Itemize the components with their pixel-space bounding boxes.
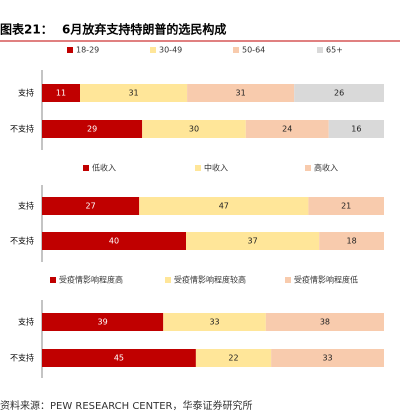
bar-segment	[186, 232, 320, 250]
category-label: 支持	[18, 201, 34, 211]
data-label: 33	[322, 354, 332, 363]
data-label: 29	[87, 125, 97, 134]
legend-label: 高收入	[314, 163, 338, 173]
legend-swatch	[305, 165, 311, 171]
bar-segment	[42, 313, 164, 331]
bar-segment	[328, 120, 384, 138]
data-label: 37	[248, 237, 258, 246]
bar-segment	[245, 120, 329, 138]
legend-swatch	[165, 277, 171, 283]
bar-segment	[80, 84, 188, 102]
category-label: 支持	[18, 88, 34, 98]
source: 资料来源：PEW RESEARCH CENTER，华泰证券研究所	[0, 399, 252, 412]
bar-segment	[319, 232, 384, 250]
legend-swatch	[317, 47, 323, 53]
bar-segment	[42, 197, 140, 215]
data-label: 47	[219, 202, 229, 211]
legend-label: 低收入	[92, 163, 116, 173]
bar-segment	[163, 313, 266, 331]
bar-segment	[265, 313, 384, 331]
data-label: 27	[86, 202, 96, 211]
data-label: 40	[109, 237, 119, 246]
legend-swatch	[285, 277, 291, 283]
data-label: 22	[228, 354, 238, 363]
data-label: 31	[236, 89, 246, 98]
legend-swatch	[233, 47, 239, 53]
data-label: 18	[347, 237, 357, 246]
data-label: 38	[320, 318, 330, 327]
bar-segment	[42, 349, 196, 367]
legend-swatch	[50, 277, 56, 283]
legend-swatch	[195, 165, 201, 171]
legend-label: 65+	[326, 46, 343, 55]
data-label: 39	[98, 318, 108, 327]
legend-label: 中收入	[204, 163, 228, 173]
data-label: 33	[209, 318, 219, 327]
data-label: 24	[282, 125, 292, 134]
bar-segment	[142, 120, 246, 138]
data-label: 45	[114, 354, 124, 363]
data-label: 16	[351, 125, 361, 134]
legend-swatch	[150, 47, 156, 53]
bar-segment	[294, 84, 384, 102]
bar-segment	[42, 120, 143, 138]
legend-swatch	[83, 165, 89, 171]
data-label: 31	[128, 89, 138, 98]
legend-label: 50-64	[242, 46, 265, 55]
legend-label: 受疫情影响程度低	[294, 275, 358, 285]
data-label: 26	[334, 89, 344, 98]
bar-segment	[195, 349, 272, 367]
bar-segment	[187, 84, 295, 102]
category-label: 不支持	[10, 353, 34, 363]
title: 6月放弃支持特朗普的选民构成	[62, 22, 226, 37]
data-label: 11	[56, 89, 66, 98]
bar-segment	[42, 232, 186, 250]
category-label: 支持	[18, 317, 34, 327]
legend-label: 18-29	[76, 46, 99, 55]
bar-segment	[139, 197, 309, 215]
category-label: 不支持	[10, 236, 34, 246]
legend-label: 30-49	[159, 46, 182, 55]
bar-segment	[42, 84, 80, 102]
title-prefix: 图表21：	[0, 22, 53, 37]
data-label: 30	[189, 125, 199, 134]
data-label: 21	[341, 202, 351, 211]
legend-label: 受疫情影响程度较高	[174, 275, 246, 285]
bar-segment	[308, 197, 384, 215]
bar-segment	[271, 349, 384, 367]
legend-label: 受疫情影响程度高	[59, 275, 123, 285]
category-label: 不支持	[10, 124, 34, 134]
legend-swatch	[67, 47, 73, 53]
